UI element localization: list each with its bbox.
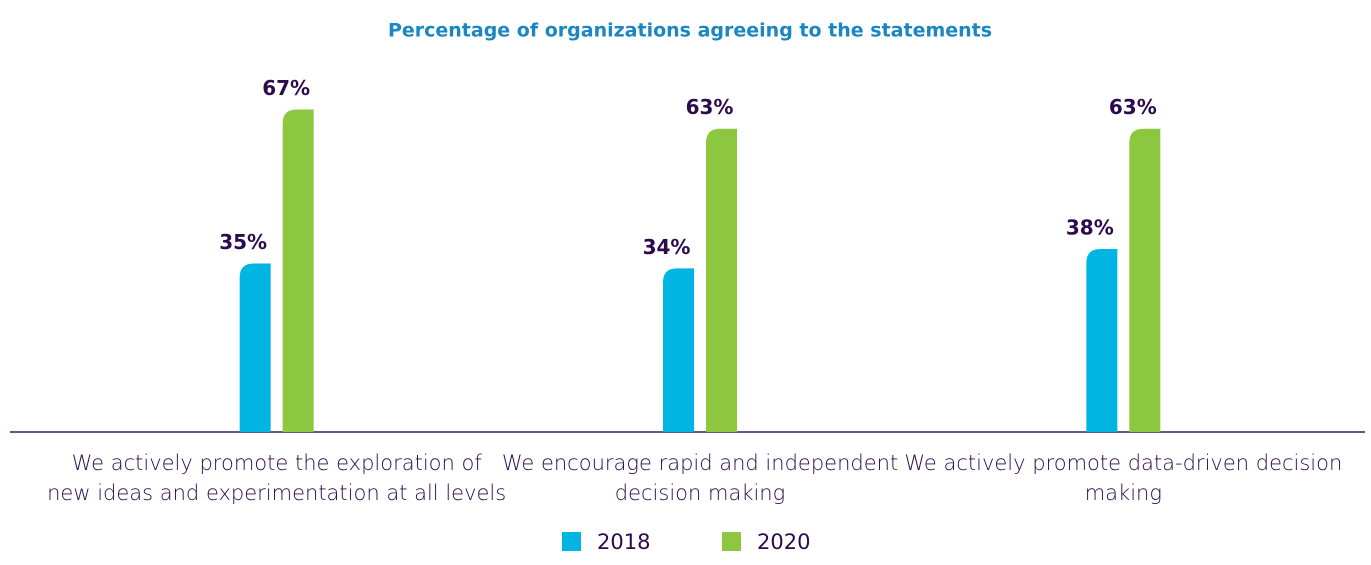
bar [663, 268, 694, 432]
bar [1129, 128, 1161, 432]
legend-label: 2018 [597, 530, 650, 554]
value-label: 63% [1109, 95, 1157, 119]
chart-title: Percentage of organizations agreeing to … [388, 20, 992, 42]
bar [1086, 249, 1118, 432]
value-label: 63% [686, 95, 734, 119]
bar [239, 263, 271, 432]
value-label: 34% [643, 235, 691, 259]
x-tick-label: We actively promote the exploration of n… [47, 451, 507, 505]
value-label: 38% [1066, 216, 1114, 240]
legend-swatch [722, 532, 741, 551]
x-tick-label: We encourage rapid and independent decis… [501, 451, 899, 505]
value-label: 67% [262, 76, 310, 100]
value-label: 35% [219, 230, 267, 254]
x-tick-label: We actively promote data-driven decision… [904, 451, 1343, 505]
legend-label: 2020 [757, 530, 810, 554]
bar [282, 109, 314, 432]
legend-swatch [562, 532, 581, 551]
bar [706, 128, 737, 432]
